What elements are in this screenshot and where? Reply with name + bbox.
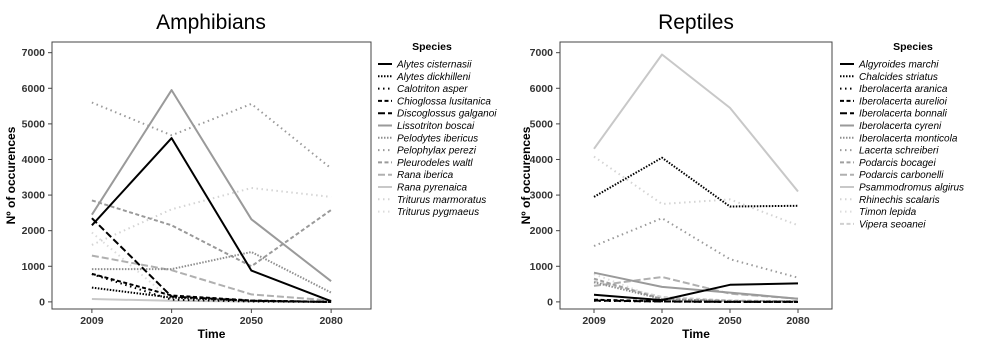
plot-frame [51,41,372,310]
x-tick-label: 2020 [160,315,184,327]
y-tick-label: 7000 [530,47,554,59]
legend-label: Iberolacerta aranica [859,84,948,95]
y-tick-label: 2000 [22,225,46,237]
y-axis-label: Nº of occurences [4,126,18,224]
series-line [91,254,332,302]
series-line [593,217,799,279]
y-axis-label: Nº of occurences [519,126,533,224]
legend-title: Species [412,41,452,53]
legend-label: Rhinechis scalaris [859,195,940,206]
legend-label: Triturus marmoratus [397,195,486,206]
legend-label: Alytes dickhilleni [396,72,471,83]
legend-label: Alytes cisternasii [396,60,472,71]
legend-label: Discoglossus galganoi [397,109,497,120]
legend-label: Psammodromus algirus [859,183,964,194]
series-line [593,53,799,193]
series-line [593,282,799,302]
y-tick-label: 3000 [530,190,554,202]
series-line [593,299,798,303]
y-tick-label: 4000 [22,154,46,166]
y-tick-label: 4000 [530,154,554,166]
series-line [91,137,332,303]
x-tick-label: 2080 [786,315,810,327]
y-tick-label: 0 [547,296,553,308]
legend-label: Vipera seoanei [859,219,926,230]
legend-label: Lacerta schreiberi [859,146,939,157]
y-tick-label: 7000 [22,47,46,59]
legend-label: Rana pyrenaica [397,183,467,194]
series-line [593,271,799,300]
legend-label: Timon lepida [859,207,917,218]
legend-label: Iberolacerta cyreni [859,121,942,132]
chart-title: Amphibians [156,11,266,34]
series-line [91,199,332,268]
legend-label: Pelodytes ibericus [397,133,478,144]
y-tick-label: 6000 [22,83,46,95]
legend-label: Iberolacerta aurelioi [859,96,948,107]
y-tick-label: 1000 [530,261,554,273]
legend-label: Podarcis bocagei [859,158,936,169]
series-line [91,251,332,294]
series-line [593,273,799,303]
x-axis-label: Time [198,327,226,341]
legend-label: Podarcis carbonelli [859,170,944,181]
series-line [91,187,332,246]
x-tick-label: 2009 [80,315,104,327]
legend-label: Chalcides striatus [859,72,938,83]
series-line [91,89,332,282]
series-line [91,286,332,303]
legend-label: Rana iberica [397,170,454,181]
y-tick-label: 5000 [22,118,46,130]
legend-title: Species [893,41,933,53]
plot-frame [559,41,833,310]
legend-label: Iberolacerta bonnali [859,109,948,120]
series-line [593,155,799,227]
x-tick-label: 2050 [718,315,742,327]
x-axis-label: Time [682,327,710,341]
legend-label: Calotriton asper [397,84,468,95]
legend-label: Algyroides marchi [858,60,939,71]
x-tick-label: 2009 [582,315,606,327]
y-tick-label: 2000 [530,225,554,237]
legend-label: Lissotriton boscai [397,121,475,132]
y-tick-label: 5000 [530,118,554,130]
y-tick-label: 0 [39,296,45,308]
x-tick-label: 2050 [240,315,264,327]
legend-label: Triturus pygmaeus [397,207,479,218]
legend-label: Iberolacerta monticola [859,133,958,144]
y-tick-label: 3000 [22,190,46,202]
series-line [91,272,332,303]
chart-title: Reptiles [658,11,734,34]
legend-label: Pleurodeles waltl [397,158,473,169]
chart-0: Amphibians 0 1000 2000 3000 4000 5000 6000 7000 2… [4,11,497,341]
legend-label: Chioglossa lusitanica [397,96,491,107]
x-tick-label: 2080 [319,315,343,327]
y-tick-label: 1000 [22,261,46,273]
chart-1: Reptiles 0 1000 2000 3000 4000 5000 6000 7000 200… [519,11,964,341]
y-tick-label: 6000 [530,83,554,95]
legend-label: Pelophylax perezi [397,146,477,157]
series-line [593,156,799,208]
x-tick-label: 2020 [650,315,674,327]
